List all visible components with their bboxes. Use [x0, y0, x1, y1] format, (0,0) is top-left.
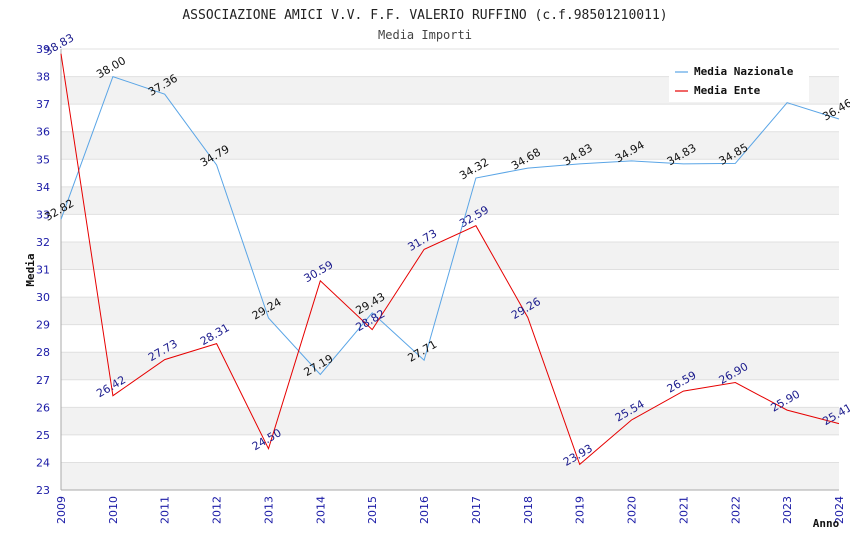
- plot-band: [61, 407, 839, 435]
- plot-band: [61, 241, 839, 270]
- x-tick-labels: 2009 2010 2011 2012 2013 2014 2015 2016 2017 2018…: [55, 496, 846, 524]
- y-tick-label: 39: [36, 43, 50, 56]
- y-tick-label: 36: [36, 126, 50, 139]
- plot-band: [61, 352, 839, 380]
- legend-label-nazionale: Media Nazionale: [694, 65, 794, 78]
- y-tick-label: 24: [36, 456, 50, 469]
- y-tick-label: 37: [36, 98, 50, 111]
- chart-title: ASSOCIAZIONE AMICI V.V. F.F. VALERIO RUF…: [182, 8, 667, 23]
- y-tick-label: 26: [36, 401, 50, 414]
- x-tick-label: 2010: [107, 496, 120, 524]
- y-tick-label: 34: [36, 181, 50, 194]
- gridlines: [61, 48, 839, 491]
- x-tick-label: 2017: [470, 496, 483, 524]
- x-tick-label: 2018: [522, 496, 535, 524]
- plot-band: [61, 104, 839, 132]
- x-tick-label: 2020: [626, 496, 639, 524]
- series-line-ente: [60, 53, 840, 466]
- x-tick-label: 2015: [366, 496, 379, 524]
- legend-box: [669, 60, 809, 102]
- chart-subtitle: Media Importi: [378, 28, 472, 42]
- x-tick-label: 2019: [574, 496, 587, 524]
- y-tick-labels: 23 24 25 26 27 28 29 30 31 32 33 34 35 36 37 38 39: [36, 43, 50, 497]
- x-tick-label: 2016: [418, 496, 431, 524]
- x-tick-label: 2023: [781, 496, 794, 524]
- plot-band: [61, 462, 839, 490]
- x-tick-label: 2014: [314, 496, 327, 524]
- plot-band: [61, 379, 839, 408]
- x-tick-label: 2012: [211, 496, 224, 524]
- x-tick-label: 2022: [729, 496, 742, 524]
- plot-band: [61, 297, 839, 325]
- x-tick-label: 2013: [262, 496, 275, 524]
- series-lines: [60, 53, 840, 466]
- y-tick-label: 25: [36, 429, 50, 442]
- x-tick-label: 2011: [159, 496, 172, 524]
- plot-band: [61, 269, 839, 298]
- x-axis-label: Anno: [813, 517, 840, 530]
- y-tick-label: 31: [36, 264, 50, 277]
- y-tick-label: 35: [36, 153, 50, 166]
- plot-band: [61, 186, 839, 215]
- y-tick-label: 32: [36, 236, 50, 249]
- plot-band: [61, 324, 839, 353]
- y-tick-label: 29: [36, 319, 50, 332]
- x-tick-label: 2021: [677, 496, 690, 524]
- plot-background-bands: [61, 49, 839, 490]
- y-axis-label: Media: [24, 253, 37, 286]
- plot-band: [61, 131, 839, 160]
- x-tick-label: 2024: [833, 496, 846, 524]
- y-tick-label: 30: [36, 291, 50, 304]
- y-tick-label: 23: [36, 484, 50, 497]
- y-tick-label: 33: [36, 208, 50, 221]
- y-tick-label: 27: [36, 374, 50, 387]
- x-tick-label: 2009: [55, 496, 68, 524]
- series-line-nazionale: [60, 75, 840, 376]
- y-tick-label: 38: [36, 71, 50, 84]
- legend: Media Nazionale Media Ente: [669, 60, 809, 102]
- plot-band: [61, 434, 839, 463]
- legend-label-ente: Media Ente: [694, 84, 761, 97]
- y-tick-label: 28: [36, 346, 50, 359]
